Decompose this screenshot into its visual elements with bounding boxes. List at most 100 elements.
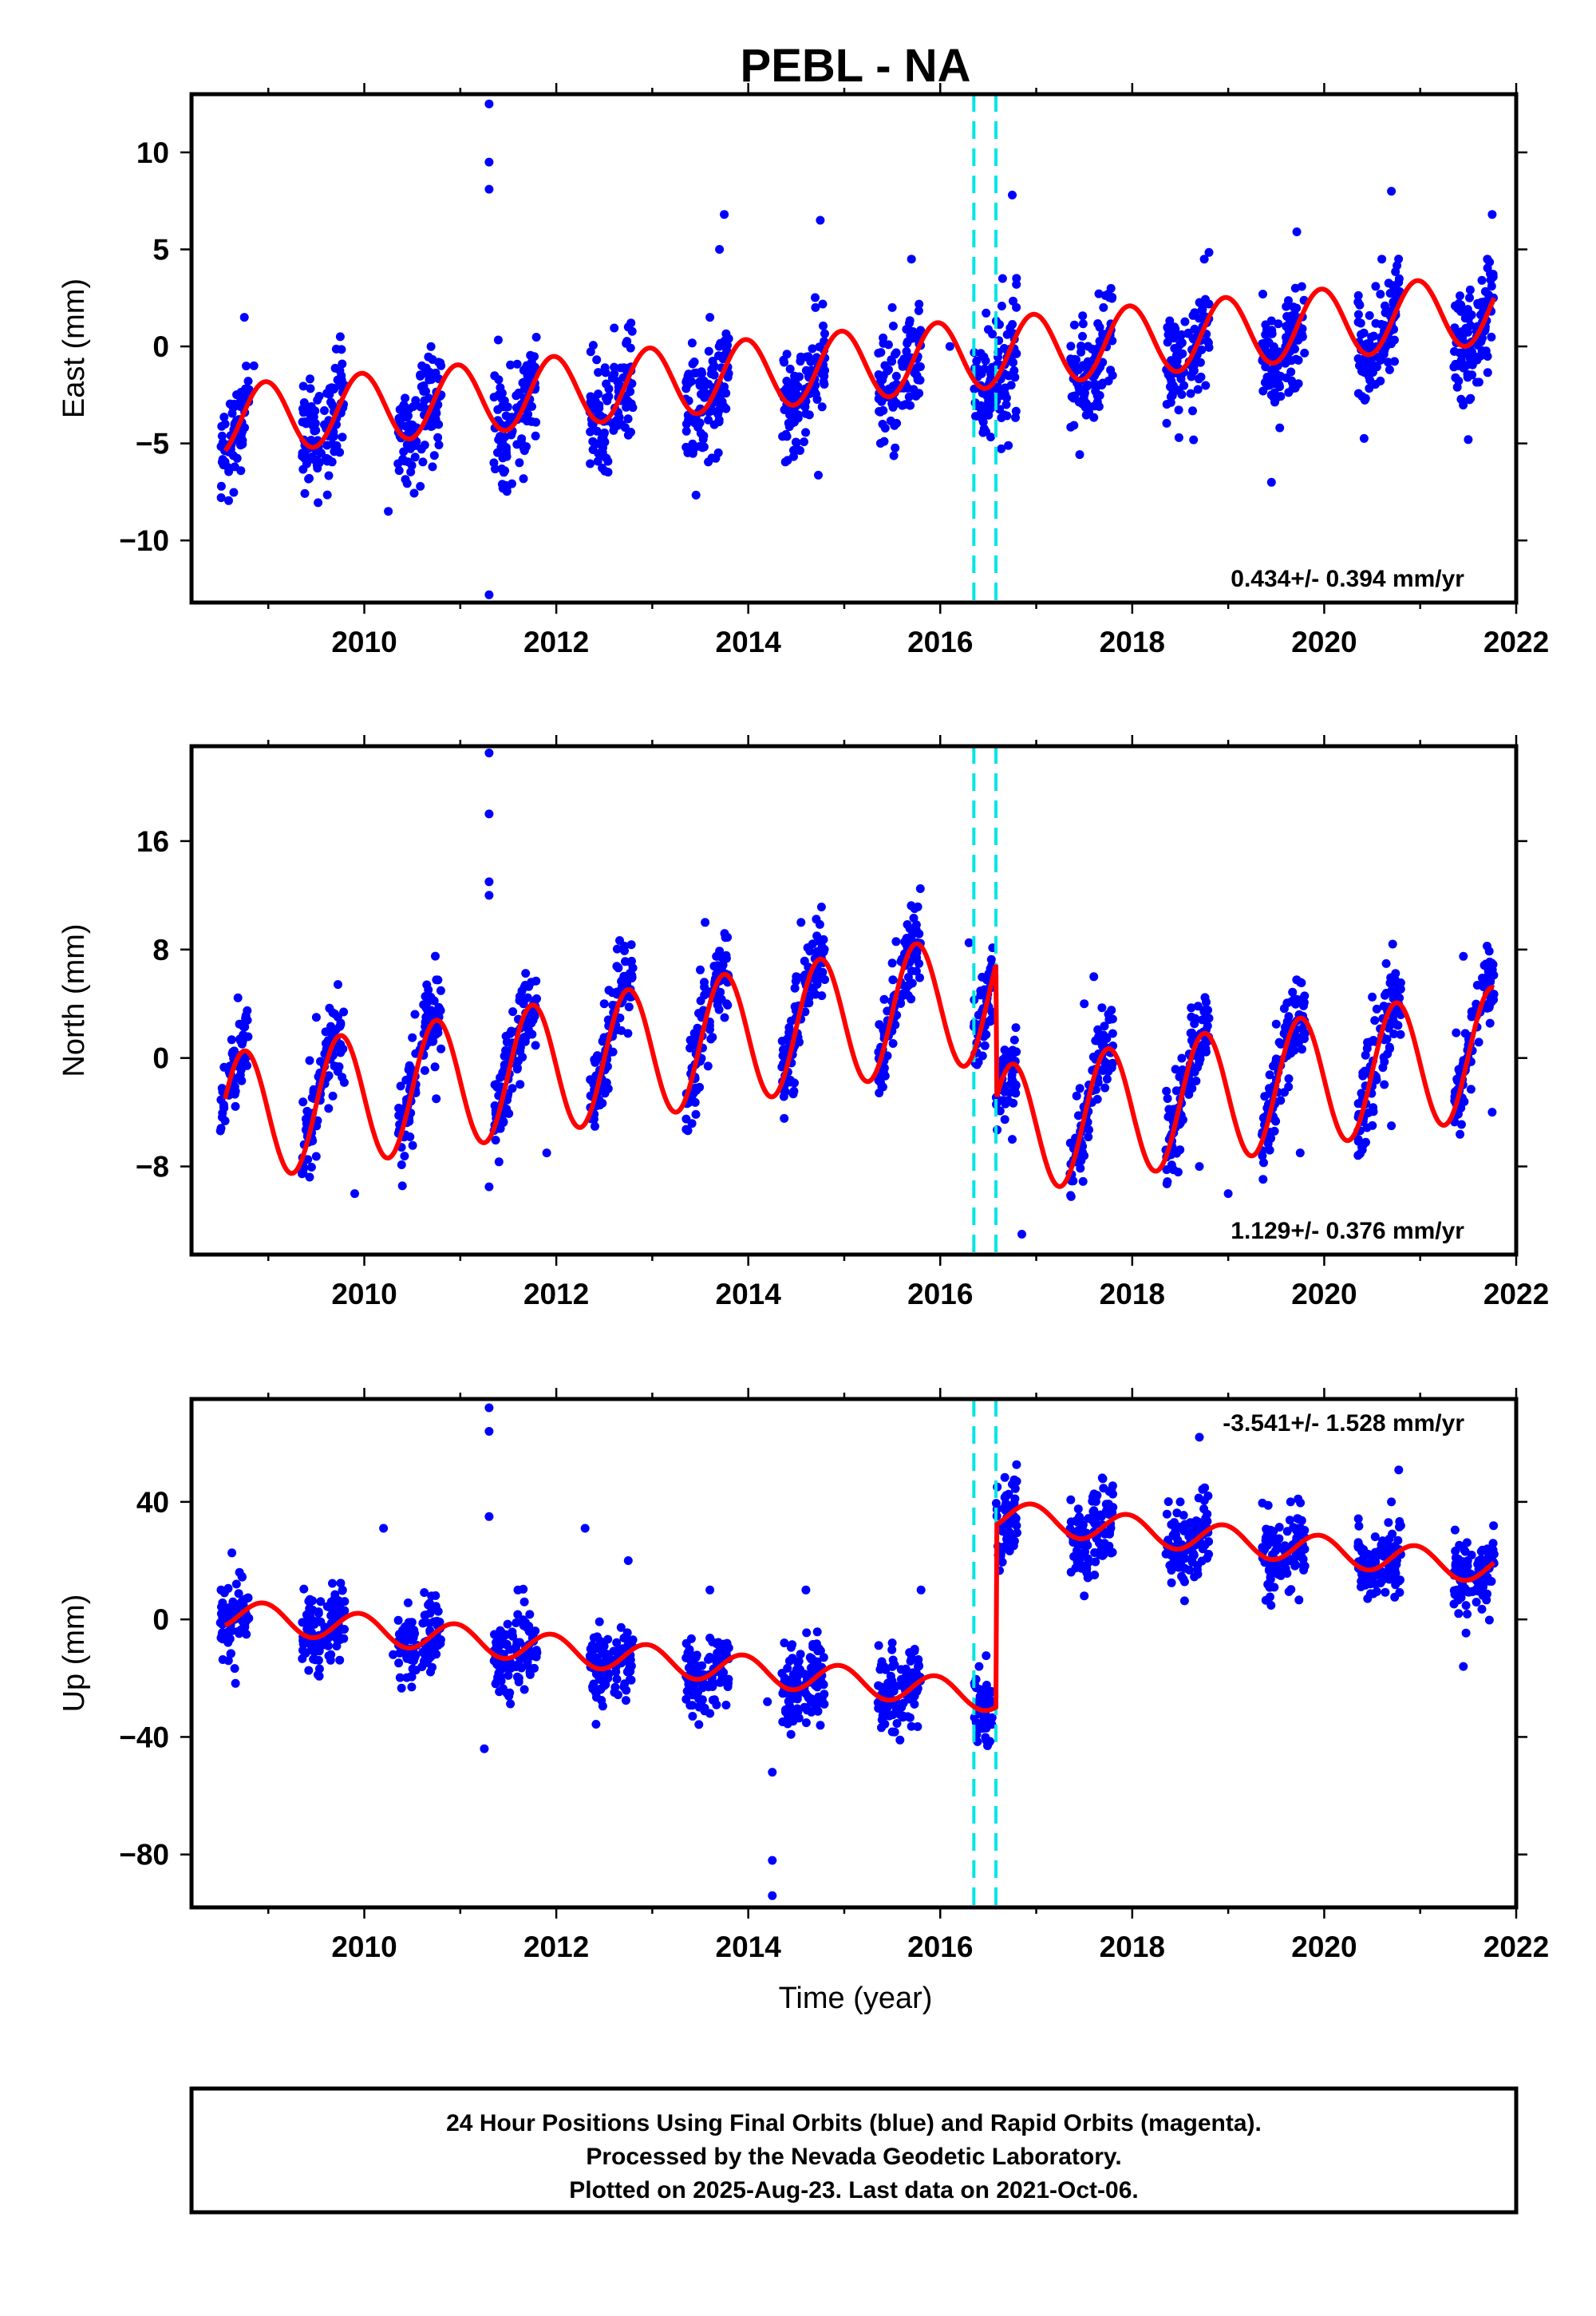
x-tick-label: 2012	[523, 1931, 589, 1963]
data-point	[1361, 1050, 1370, 1060]
data-point	[436, 986, 445, 995]
data-point	[591, 1720, 601, 1729]
data-point	[425, 1608, 435, 1618]
data-point	[1101, 1033, 1110, 1042]
data-point	[790, 983, 800, 993]
data-point	[813, 1706, 823, 1716]
data-point	[721, 954, 731, 963]
data-point	[724, 369, 733, 378]
data-point	[1484, 1615, 1494, 1625]
data-point	[1084, 1132, 1093, 1142]
data-point	[811, 293, 820, 302]
data-point	[1275, 423, 1285, 433]
data-point	[1008, 1135, 1017, 1144]
data-point	[586, 1653, 595, 1662]
data-point	[706, 1654, 716, 1663]
data-point	[812, 1627, 822, 1637]
data-point	[688, 359, 697, 369]
data-point	[324, 1071, 334, 1081]
data-point	[601, 368, 610, 377]
data-point	[227, 1649, 235, 1658]
data-point	[531, 995, 540, 1005]
data-point	[912, 371, 922, 381]
data-point	[1066, 422, 1076, 432]
data-point	[1300, 348, 1310, 358]
y-tick-label: 0	[152, 330, 169, 363]
data-point	[1281, 358, 1290, 368]
data-point	[1011, 1514, 1021, 1524]
data-point	[494, 375, 504, 385]
data-point	[1104, 1015, 1114, 1025]
y-tick-label: 0	[152, 1042, 169, 1075]
data-point	[1363, 1594, 1373, 1603]
data-point	[316, 449, 326, 458]
data-point	[506, 1699, 516, 1709]
data-point	[314, 458, 324, 468]
x-tick-label: 2012	[523, 626, 589, 658]
data-point	[1066, 354, 1076, 364]
data-point	[901, 982, 911, 991]
data-point	[312, 1121, 322, 1131]
data-point	[322, 490, 332, 500]
data-point	[1298, 1024, 1307, 1034]
data-point	[1008, 357, 1017, 366]
data-point	[408, 1033, 417, 1042]
data-point	[896, 1674, 906, 1684]
data-point	[314, 1664, 324, 1674]
data-point	[1083, 1573, 1092, 1583]
data-point	[1202, 998, 1211, 1007]
data-point	[331, 344, 341, 354]
data-point	[1457, 1120, 1466, 1129]
data-point	[812, 1639, 821, 1649]
data-point	[1294, 1494, 1303, 1504]
data-point	[1009, 1086, 1017, 1096]
data-point	[243, 1593, 253, 1603]
data-point	[914, 306, 923, 315]
data-point	[586, 1644, 595, 1654]
data-point	[1359, 433, 1369, 443]
data-point	[1012, 1460, 1021, 1469]
data-point	[907, 931, 916, 941]
data-point	[1001, 400, 1011, 409]
data-point	[1477, 298, 1486, 307]
data-point	[404, 411, 413, 421]
data-point	[612, 1638, 622, 1647]
data-point	[804, 352, 813, 362]
data-point	[624, 1002, 634, 1012]
data-point	[915, 884, 925, 893]
data-point	[1089, 413, 1099, 422]
data-point	[241, 384, 250, 393]
data-point	[521, 969, 531, 978]
data-point	[1011, 406, 1021, 416]
data-point	[1000, 1115, 1009, 1124]
data-point	[513, 1585, 523, 1595]
data-point	[1266, 477, 1276, 487]
data-point	[1261, 320, 1270, 330]
data-point	[1453, 304, 1463, 313]
data-point	[1166, 392, 1175, 401]
data-point	[1009, 1035, 1019, 1045]
data-point	[525, 1670, 535, 1679]
x-tick-label: 2010	[331, 1278, 397, 1310]
data-point	[1380, 321, 1389, 330]
data-point	[905, 924, 915, 933]
data-point	[608, 1047, 618, 1057]
data-point	[1357, 1570, 1366, 1579]
data-point	[890, 1660, 899, 1670]
data-point	[1179, 1511, 1188, 1520]
data-point	[402, 479, 412, 488]
data-point	[614, 1690, 622, 1700]
data-point	[1007, 1070, 1017, 1080]
data-point	[1380, 1080, 1389, 1089]
x-tick-label: 2016	[907, 1931, 973, 1963]
data-point	[1284, 1082, 1294, 1092]
data-point	[972, 356, 982, 366]
data-point	[879, 994, 889, 1004]
data-point	[694, 1720, 704, 1729]
data-point	[816, 369, 826, 378]
data-point	[622, 400, 632, 409]
data-point	[420, 1588, 429, 1597]
data-point	[1383, 1538, 1393, 1547]
data-point	[1108, 336, 1117, 346]
north-panel: 2010 2012 2014 2016 2018 2020 2022−80816North …	[57, 735, 1549, 1310]
